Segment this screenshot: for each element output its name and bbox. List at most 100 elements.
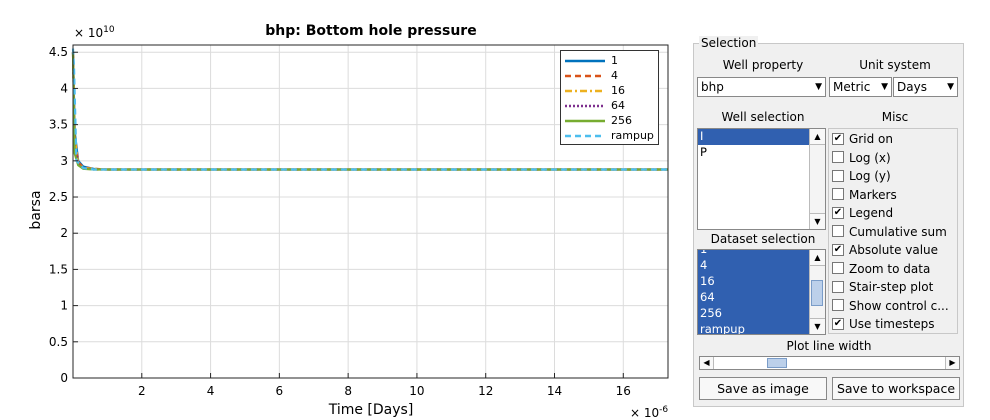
legend-entry: 64 bbox=[565, 98, 625, 113]
x-tick-label: 8 bbox=[344, 384, 352, 398]
well-property-select[interactable]: bhp ▼ bbox=[697, 77, 826, 97]
legend-label: 64 bbox=[611, 99, 625, 112]
y-tick-label: 2.5 bbox=[49, 190, 68, 204]
misc-options: ✔ Grid on Log (x) Log (y) Markers ✔ Legend… bbox=[828, 128, 958, 334]
scroll-left-icon[interactable]: ◀ bbox=[700, 357, 714, 369]
checkbox-icon[interactable] bbox=[832, 280, 844, 293]
time-unit-select[interactable]: Days ▼ bbox=[893, 77, 958, 97]
checkbox-checked-icon[interactable]: ✔ bbox=[832, 317, 844, 330]
legend-label: rampup bbox=[611, 129, 654, 142]
well-list-scrollbar[interactable]: ▲ ▼ bbox=[809, 129, 825, 229]
legend-label: 4 bbox=[611, 69, 618, 82]
y-tick-label: 1 bbox=[60, 299, 68, 313]
dataset-item[interactable]: 1 bbox=[698, 250, 810, 258]
y-axis-label: barsa bbox=[28, 190, 44, 229]
well-item-i[interactable]: I bbox=[698, 129, 825, 145]
checkbox-legend[interactable]: ✔ Legend bbox=[832, 204, 893, 222]
checkbox-markers[interactable]: Markers bbox=[832, 186, 897, 204]
panel-title: Selection bbox=[699, 36, 759, 50]
checkbox-label: Cumulative sum bbox=[849, 224, 947, 239]
checkbox-checked-icon[interactable]: ✔ bbox=[832, 206, 844, 219]
dataset-selection-label: Dataset selection bbox=[710, 232, 816, 246]
well-property-label: Well property bbox=[722, 58, 804, 72]
legend-entry: 1 bbox=[565, 53, 618, 68]
line-width-label: Plot line width bbox=[786, 339, 872, 353]
unit-system-value: Metric bbox=[833, 80, 871, 94]
checkbox-cumulative-sum[interactable]: Cumulative sum bbox=[832, 223, 947, 241]
legend-line-256 bbox=[565, 119, 605, 123]
x-tick-label: 2 bbox=[138, 384, 146, 398]
scroll-up-icon[interactable]: ▲ bbox=[810, 250, 825, 266]
checkbox-log-x[interactable]: Log (x) bbox=[832, 149, 891, 167]
y-tick-label: 3 bbox=[60, 154, 68, 168]
y-exponent-base: × 10 bbox=[74, 26, 103, 40]
x-tick-label: 16 bbox=[616, 384, 631, 398]
checkbox-label: Grid on bbox=[849, 132, 893, 146]
series-line-rampup bbox=[71, 48, 668, 171]
well-selection-list[interactable]: I P ▲ ▼ bbox=[697, 128, 826, 230]
legend-entry: 4 bbox=[565, 68, 618, 83]
checkbox-icon[interactable] bbox=[832, 225, 844, 237]
checkbox-checked-icon[interactable]: ✔ bbox=[832, 132, 844, 145]
x-exponent-power: -6 bbox=[659, 405, 668, 415]
y-tick-label: 0.5 bbox=[49, 335, 68, 349]
y-tick-label: 3.5 bbox=[49, 118, 68, 132]
checkbox-icon[interactable] bbox=[832, 262, 844, 274]
checkbox-use-timesteps[interactable]: ✔ Use timesteps bbox=[832, 315, 935, 333]
checkbox-checked-icon[interactable]: ✔ bbox=[832, 243, 844, 256]
slider-thumb[interactable] bbox=[766, 358, 787, 368]
checkbox-icon[interactable] bbox=[832, 169, 844, 182]
unit-system-label: Unit system bbox=[859, 58, 931, 72]
legend-label: 1 bbox=[611, 54, 618, 67]
checkbox-log-y[interactable]: Log (y) bbox=[832, 167, 891, 185]
dataset-item[interactable]: 4 bbox=[698, 258, 810, 274]
misc-label: Misc bbox=[881, 110, 909, 124]
dataset-item[interactable]: rampup bbox=[698, 322, 810, 334]
scroll-right-icon[interactable]: ▶ bbox=[945, 357, 959, 369]
chevron-down-icon: ▼ bbox=[947, 82, 954, 92]
legend-line-rampup bbox=[565, 134, 605, 138]
scroll-up-icon[interactable]: ▲ bbox=[810, 129, 825, 145]
dataset-item[interactable]: 16 bbox=[698, 274, 810, 290]
legend-line-64 bbox=[565, 104, 605, 108]
unit-system-select[interactable]: Metric ▼ bbox=[829, 77, 892, 97]
y-tick-label: 0 bbox=[60, 371, 68, 385]
well-selection-label: Well selection bbox=[721, 110, 805, 124]
y-tick-label: 2 bbox=[60, 226, 68, 240]
y-exponent: × 1010 bbox=[74, 25, 115, 40]
x-tick-label: 10 bbox=[409, 384, 424, 398]
y-tick-label: 1.5 bbox=[49, 262, 68, 276]
dataset-item[interactable]: 256 bbox=[698, 306, 810, 322]
checkbox-icon[interactable] bbox=[832, 151, 844, 163]
scroll-down-icon[interactable]: ▼ bbox=[810, 213, 825, 229]
checkbox-show-control[interactable]: Show control c... bbox=[832, 297, 949, 315]
save-to-workspace-button[interactable]: Save to workspace bbox=[832, 377, 960, 400]
checkbox-icon[interactable] bbox=[832, 188, 844, 200]
plot-legend[interactable]: 1 4 16 64 256 rampup bbox=[560, 50, 659, 145]
plot-title: bhp: Bottom hole pressure bbox=[265, 23, 476, 39]
time-unit-value: Days bbox=[897, 80, 927, 94]
dataset-selection-list[interactable]: 1 4 16 64 256 rampup ▲ ▼ bbox=[697, 249, 826, 335]
line-width-slider[interactable]: ◀ ▶ bbox=[699, 356, 960, 370]
dataset-list-scrollbar[interactable]: ▲ ▼ bbox=[809, 250, 825, 334]
scroll-thumb[interactable] bbox=[811, 280, 823, 306]
checkbox-icon[interactable] bbox=[832, 299, 844, 311]
checkbox-absolute-value[interactable]: ✔ Absolute value bbox=[832, 241, 938, 259]
legend-label: 256 bbox=[611, 114, 632, 127]
save-as-image-button[interactable]: Save as image bbox=[699, 377, 827, 400]
legend-line-16 bbox=[565, 89, 605, 93]
checkbox-stair-step[interactable]: Stair-step plot bbox=[832, 278, 933, 296]
checkbox-label: Absolute value bbox=[849, 243, 939, 257]
scroll-down-icon[interactable]: ▼ bbox=[810, 318, 825, 334]
checkbox-zoom-to-data[interactable]: Zoom to data bbox=[832, 260, 930, 278]
x-exponent: × 10-6 bbox=[630, 405, 668, 420]
dataset-item[interactable]: 64 bbox=[698, 290, 810, 306]
legend-entry: 256 bbox=[565, 113, 632, 128]
legend-line-4 bbox=[565, 74, 605, 78]
x-tick-label: 12 bbox=[478, 384, 493, 398]
well-item-p[interactable]: P bbox=[700, 145, 707, 159]
checkbox-grid-on[interactable]: ✔ Grid on bbox=[832, 130, 893, 148]
checkbox-label: Log (y) bbox=[849, 169, 891, 183]
checkbox-label: Zoom to data bbox=[849, 261, 931, 276]
